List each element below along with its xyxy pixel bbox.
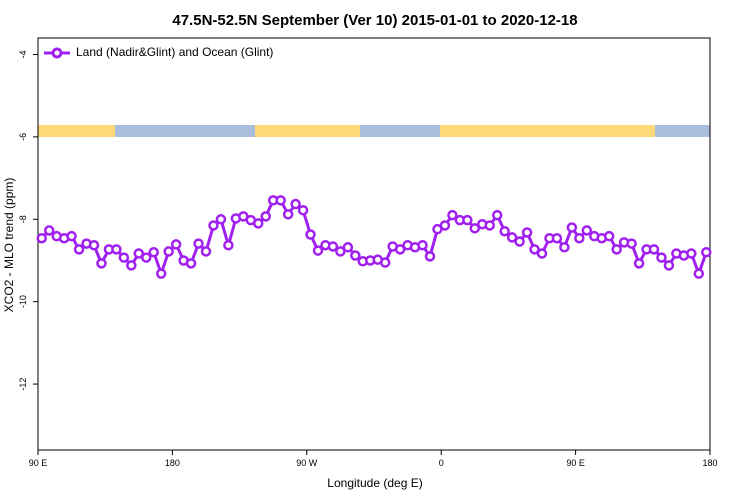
data-point <box>648 244 660 255</box>
y-tick-label: -6 <box>18 133 28 141</box>
y-tick-label: -12 <box>18 378 28 391</box>
y-tick-label: -8 <box>18 215 28 223</box>
data-point <box>439 220 451 231</box>
data-point <box>170 239 182 250</box>
data-point <box>96 258 107 269</box>
data-point <box>394 244 406 255</box>
data-point <box>43 225 55 236</box>
x-axis-label: Longitude (deg E) <box>327 476 422 490</box>
data-point <box>521 227 533 238</box>
data-point <box>88 239 100 251</box>
data-point <box>111 244 122 255</box>
data-point <box>514 236 525 247</box>
data-point <box>566 222 578 233</box>
data-point <box>126 260 137 271</box>
data-point <box>633 258 645 269</box>
data-point <box>223 239 234 251</box>
data-point <box>462 214 473 226</box>
chart-title: 47.5N-52.5N September (Ver 10) 2015-01-0… <box>172 12 577 29</box>
data-point <box>701 246 712 258</box>
data-point <box>656 252 667 263</box>
data-point <box>335 246 346 257</box>
data-point <box>350 250 361 261</box>
data-point <box>499 225 510 237</box>
data-point <box>686 248 697 259</box>
data-point <box>693 268 705 279</box>
data-point <box>611 244 622 255</box>
data-point <box>305 229 316 240</box>
data-point <box>200 246 212 257</box>
data-point <box>193 238 204 249</box>
legend-label: Land (Nadir&Glint) and Ocean (Glint) <box>76 45 273 59</box>
data-point <box>424 251 436 262</box>
data-point <box>163 246 174 257</box>
data-point <box>529 244 540 255</box>
data-point <box>603 230 615 242</box>
data-point <box>275 195 286 206</box>
data-point <box>282 209 294 220</box>
land-ocean-strip <box>38 125 710 137</box>
data-point <box>148 246 159 258</box>
data-point <box>290 198 301 210</box>
legend: Land (Nadir&Glint) and Ocean (Glint) <box>44 45 273 59</box>
plot-frame <box>37 37 711 451</box>
data-point <box>260 211 271 222</box>
data-point <box>417 239 428 251</box>
x-tick-label: 90 E <box>566 458 585 468</box>
data-point <box>559 242 570 253</box>
y-axis-label: XCO2 - MLO trend (ppm) <box>2 178 16 313</box>
data-point <box>118 252 130 263</box>
data-point <box>551 232 563 244</box>
data-point <box>506 232 518 243</box>
data-point <box>253 218 264 229</box>
data-point <box>185 258 197 269</box>
data-point <box>141 252 152 263</box>
x-tick-label: 90 W <box>296 458 318 468</box>
legend-marker <box>51 47 63 59</box>
data-point <box>36 232 47 244</box>
data-point <box>66 230 77 242</box>
data-point <box>342 242 354 253</box>
data-point <box>491 209 503 221</box>
data-point <box>469 223 481 234</box>
data-point <box>574 232 585 244</box>
data-point <box>327 241 339 252</box>
data-point <box>312 245 324 256</box>
x-tick-label: 90 E <box>29 458 48 468</box>
data-point <box>208 220 219 231</box>
x-tick-label: 180 <box>702 458 717 468</box>
data-point <box>581 225 593 236</box>
data-point <box>663 260 675 271</box>
x-tick-label: 0 <box>439 458 444 468</box>
data-point <box>133 248 145 259</box>
data-point <box>484 220 495 231</box>
data-point <box>297 204 309 216</box>
x-tick-label: 180 <box>165 458 180 468</box>
data-point <box>73 244 85 255</box>
data-point <box>155 268 167 279</box>
y-tick-label: -4 <box>18 50 28 58</box>
data-point <box>536 248 548 259</box>
data-point <box>215 214 227 225</box>
data-point <box>626 238 637 249</box>
data-point <box>447 209 458 221</box>
y-tick-label: -10 <box>18 295 28 308</box>
data-point <box>379 257 391 268</box>
